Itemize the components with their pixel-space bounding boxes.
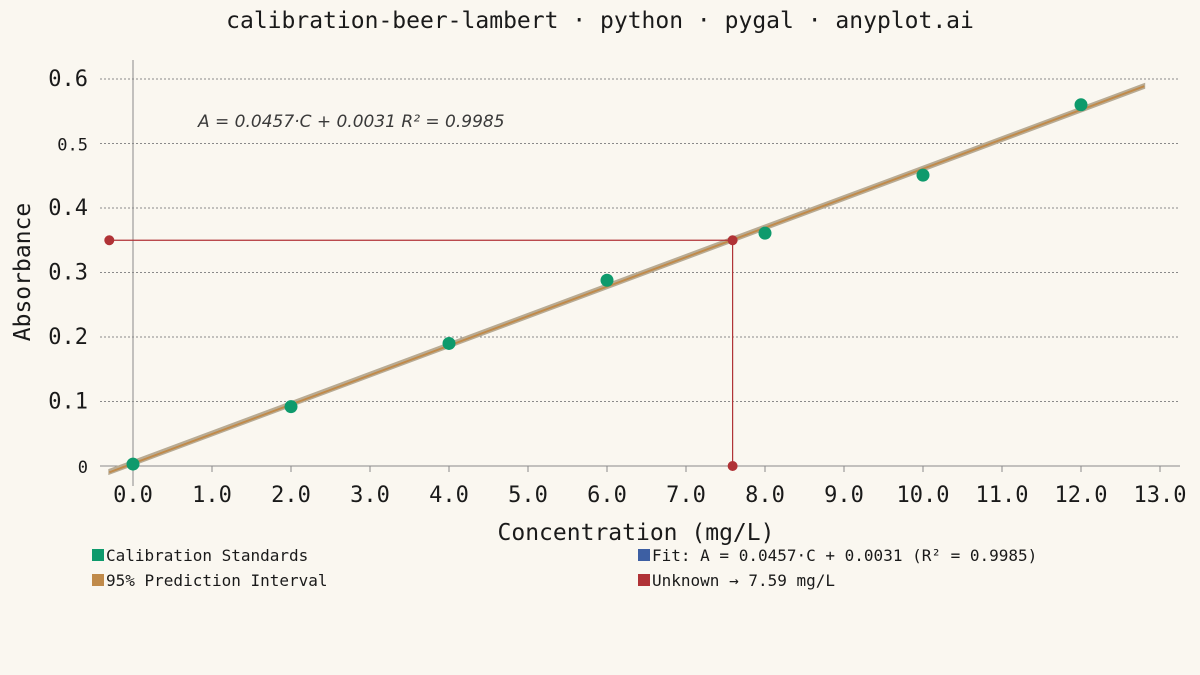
- x-tick-label: 7.0: [666, 483, 706, 508]
- y-axis-label: Absorbance: [10, 203, 36, 341]
- x-axis-label: Concentration (mg/L): [498, 520, 775, 546]
- x-tick-label: 10.0: [897, 483, 950, 508]
- y-tick-label: 0.5: [57, 136, 88, 156]
- axes-layer: 0 0.1 0.2 0.3 0.4 0.5 0.6 0.0 1.0 2.0 3.0 4.0 5.0 6.0…: [48, 60, 1186, 508]
- x-tick-label: 6.0: [587, 483, 627, 508]
- x-tick-label: 0.0: [113, 483, 153, 508]
- legend-label: Calibration Standards: [106, 546, 308, 565]
- y-tick-label: 0: [78, 458, 88, 478]
- legend: Calibration Standards 95% Prediction Inte…: [92, 546, 1037, 590]
- equation-annotation: A = 0.0457·C + 0.0031 R² = 0.9985: [197, 112, 505, 132]
- legend-swatch: [638, 574, 650, 586]
- x-tick-label: 11.0: [976, 483, 1029, 508]
- y-tick-label: 0.1: [48, 390, 88, 415]
- legend-label: Fit: A = 0.0457·C + 0.0031 (R² = 0.9985): [652, 546, 1037, 565]
- x-tick-label: 5.0: [508, 483, 548, 508]
- y-tick-label: 0.6: [48, 67, 88, 92]
- x-tick-label: 2.0: [271, 483, 311, 508]
- calibration-point: [284, 400, 298, 414]
- x-tick-label: 4.0: [429, 483, 469, 508]
- calibration-point: [758, 226, 772, 240]
- x-tick-label: 1.0: [192, 483, 232, 508]
- unknown-layer: [104, 235, 738, 471]
- legend-swatch: [92, 549, 104, 561]
- y-tick-label: 0.4: [48, 196, 88, 221]
- calibration-points-layer: [126, 98, 1088, 471]
- unknown-intersection-marker: [727, 235, 738, 246]
- fit-line-layer: [108, 85, 1145, 474]
- calibration-point: [1074, 98, 1088, 112]
- unknown-absorbance-marker: [104, 235, 115, 246]
- x-tick-label: 3.0: [350, 483, 390, 508]
- chart-title: calibration-beer-lambert · python · pyga…: [226, 8, 974, 34]
- calibration-point: [126, 457, 140, 471]
- fit-line: [108, 85, 1145, 474]
- y-tick-label: 0.3: [48, 261, 88, 286]
- legend-label: Unknown → 7.59 mg/L: [652, 571, 835, 590]
- x-tick-label: 12.0: [1055, 483, 1108, 508]
- x-tick-label: 13.0: [1134, 483, 1187, 508]
- legend-label: 95% Prediction Interval: [106, 571, 328, 590]
- x-tick-label: 8.0: [745, 483, 785, 508]
- calibration-point: [600, 273, 614, 287]
- legend-swatch: [638, 549, 650, 561]
- unknown-concentration-marker: [727, 461, 738, 471]
- y-tick-label: 0.2: [48, 325, 88, 350]
- legend-swatch: [92, 574, 104, 586]
- x-tick-label: 9.0: [824, 483, 864, 508]
- calibration-point: [916, 168, 930, 182]
- calibration-point: [442, 336, 456, 350]
